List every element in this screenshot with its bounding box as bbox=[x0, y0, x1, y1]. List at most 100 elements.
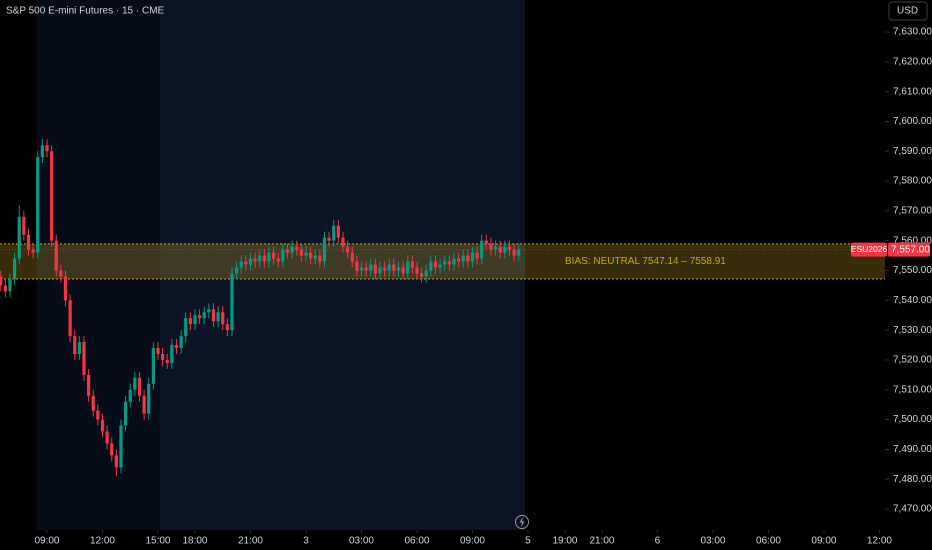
candle-body bbox=[86, 374, 91, 396]
candle-body bbox=[429, 261, 433, 271]
candle-body bbox=[299, 249, 303, 256]
x-tick-label: 09:00 bbox=[34, 536, 59, 547]
candle-body bbox=[373, 264, 377, 274]
candle-body bbox=[36, 157, 40, 253]
candle-body bbox=[160, 353, 165, 360]
candle-body bbox=[188, 318, 192, 325]
candle-body bbox=[0, 276, 3, 286]
candle-body bbox=[31, 249, 35, 253]
x-tick-label: 5 bbox=[525, 536, 531, 547]
candle-body bbox=[211, 309, 216, 322]
replay-icon[interactable] bbox=[515, 515, 529, 529]
price-tag-bg bbox=[888, 242, 930, 257]
candle-body bbox=[253, 258, 257, 262]
candle-body bbox=[54, 240, 58, 271]
candle-body bbox=[410, 261, 414, 268]
candle-body bbox=[239, 261, 243, 268]
candle-body bbox=[248, 258, 253, 265]
candle-body bbox=[105, 431, 109, 444]
candle-body bbox=[443, 261, 447, 265]
candle-body bbox=[26, 234, 31, 250]
y-tick-label: 7,560.00 bbox=[893, 235, 932, 246]
y-tick-label: 7,540.00 bbox=[893, 295, 932, 306]
candle-body bbox=[49, 151, 54, 241]
candle-body bbox=[40, 145, 44, 158]
candle-body bbox=[258, 255, 262, 262]
x-tick-label: 21:00 bbox=[238, 536, 263, 547]
candle-body bbox=[207, 309, 211, 313]
candle-body bbox=[133, 377, 137, 390]
candle-body bbox=[22, 216, 26, 235]
candle-body bbox=[276, 258, 280, 262]
candle-body bbox=[341, 237, 345, 247]
y-tick-label: 7,470.00 bbox=[893, 504, 932, 515]
candle-body bbox=[313, 255, 317, 259]
candle-body bbox=[327, 237, 331, 241]
candle-body bbox=[193, 315, 197, 325]
y-tick-label: 7,490.00 bbox=[893, 444, 932, 455]
candle-body bbox=[151, 348, 155, 384]
candle-body bbox=[262, 255, 266, 262]
y-tick-label: 7,620.00 bbox=[893, 56, 932, 67]
x-tick-label: 03:00 bbox=[349, 536, 374, 547]
candle-body bbox=[147, 383, 151, 414]
zone-label: BIAS: NEUTRAL 7547.14 – 7558.91 bbox=[565, 256, 726, 267]
candle-body bbox=[498, 246, 502, 253]
candle-body bbox=[433, 261, 438, 268]
candle-body bbox=[507, 246, 512, 250]
candle-body bbox=[456, 258, 461, 262]
candle-body bbox=[318, 255, 322, 262]
price-tag: 7,557.00 bbox=[891, 244, 930, 255]
y-tick-label: 7,570.00 bbox=[893, 206, 932, 217]
candle-body bbox=[424, 270, 428, 277]
candle-body bbox=[63, 276, 68, 301]
candle-body bbox=[142, 395, 146, 414]
x-tick-label: 09:00 bbox=[811, 536, 836, 547]
candle-body bbox=[364, 267, 368, 271]
candle-body bbox=[45, 145, 49, 152]
candle-body bbox=[225, 324, 229, 331]
plot-area: BIAS: NEUTRAL 7547.14 – 7558.91 bbox=[0, 139, 885, 477]
candle-body bbox=[77, 342, 81, 354]
candle-body bbox=[461, 255, 465, 262]
candle-body bbox=[350, 252, 354, 262]
candle-body bbox=[415, 267, 419, 274]
candle-body bbox=[96, 410, 100, 420]
candle-body bbox=[137, 377, 142, 396]
candle-body bbox=[419, 273, 424, 277]
y-tick-label: 7,630.00 bbox=[893, 27, 932, 38]
x-tick-label: 21:00 bbox=[589, 536, 614, 547]
candle-body bbox=[345, 246, 350, 253]
candle-body bbox=[17, 216, 21, 259]
candle-body bbox=[290, 246, 294, 253]
y-tick-label: 7,610.00 bbox=[893, 86, 932, 97]
candle-body bbox=[12, 258, 17, 280]
candle-body bbox=[285, 249, 290, 253]
currency-button[interactable] bbox=[888, 1, 928, 21]
candle-body bbox=[156, 348, 160, 354]
candle-body bbox=[332, 225, 336, 241]
candle-body bbox=[369, 264, 373, 271]
currency-label[interactable]: USD bbox=[897, 6, 918, 17]
y-tick-label: 7,500.00 bbox=[893, 414, 932, 425]
candle-body bbox=[271, 252, 276, 259]
candle-body bbox=[197, 315, 202, 319]
y-tick-label: 7,600.00 bbox=[893, 116, 932, 127]
candle-body bbox=[128, 389, 132, 402]
candle-body bbox=[466, 255, 470, 262]
x-tick-label: 09:00 bbox=[460, 536, 485, 547]
x-tick-label: 15:00 bbox=[145, 536, 170, 547]
candle-body bbox=[244, 261, 248, 265]
y-tick-label: 7,480.00 bbox=[893, 474, 932, 485]
x-tick-label: 3 bbox=[303, 536, 309, 547]
candle-body bbox=[475, 252, 479, 259]
candle-body bbox=[119, 425, 123, 468]
chart-title: S&P 500 E-mini Futures · 15 · CME bbox=[6, 6, 165, 17]
candle-body bbox=[184, 318, 188, 337]
candle-body bbox=[489, 243, 493, 250]
y-tick-label: 7,510.00 bbox=[893, 384, 932, 395]
y-tick-label: 7,520.00 bbox=[893, 355, 932, 366]
candle-body bbox=[480, 240, 484, 259]
